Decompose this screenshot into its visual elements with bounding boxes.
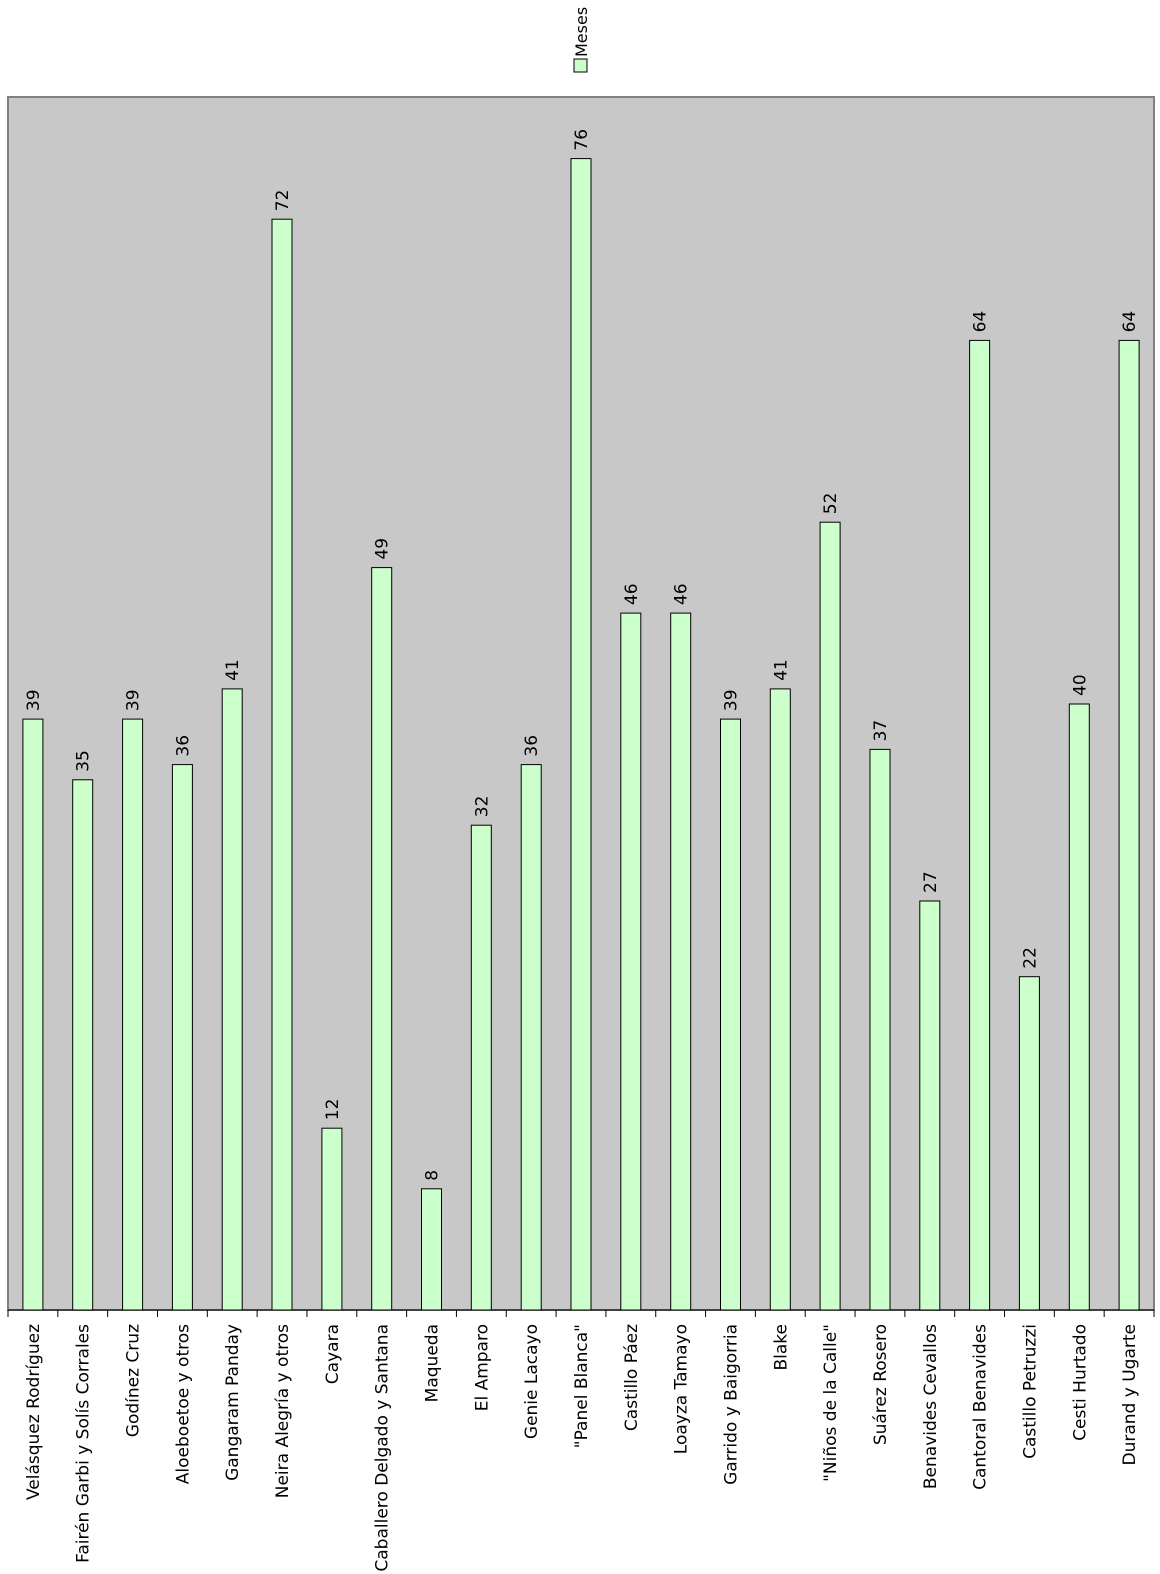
- category-label: Gangaram Panday: [223, 1324, 243, 1481]
- category-label: Blake: [771, 1324, 791, 1371]
- bar: [570, 158, 592, 1311]
- bar: [969, 339, 991, 1311]
- data-label: 39: [24, 689, 44, 711]
- bar: [470, 824, 492, 1311]
- bar: [769, 688, 791, 1311]
- legend-swatch: [573, 58, 588, 73]
- data-label: 39: [722, 689, 742, 711]
- data-label: 27: [921, 871, 941, 893]
- data-label: 39: [124, 689, 144, 711]
- bar: [221, 688, 243, 1311]
- category-label: Castillo Petruzzi: [1020, 1324, 1040, 1459]
- data-label: 40: [1070, 674, 1090, 696]
- bar: [520, 764, 542, 1311]
- bar: [919, 900, 941, 1311]
- bar: [670, 612, 692, 1311]
- category-label: Fairén Garbi y Solís Corrales: [74, 1324, 94, 1563]
- category-label: Genie Lacayo: [522, 1324, 542, 1439]
- bar: [171, 764, 193, 1311]
- data-label: 35: [74, 750, 94, 772]
- category-label: Velásquez Rodríguez: [24, 1324, 44, 1500]
- value-labels-group: 39 35 39 36 41 72 12 49 8 32 36 76 46 46 39 41 52 37 27 64 2…: [24, 129, 1140, 1181]
- category-label: Maqueda: [423, 1324, 443, 1402]
- category-label: "Niños de la Calle": [821, 1324, 841, 1482]
- data-label: 12: [323, 1099, 343, 1121]
- data-label: 36: [522, 735, 542, 757]
- category-label: Aloeboetoe y otros: [173, 1324, 193, 1484]
- bar: [1068, 703, 1090, 1311]
- bar: [122, 718, 144, 1311]
- data-label: 36: [173, 735, 193, 757]
- category-label: "Panel Blanca": [572, 1324, 592, 1448]
- bar: [271, 218, 293, 1311]
- category-label: Benavides Cevallos: [921, 1324, 941, 1489]
- legend-label: Meses: [572, 7, 591, 57]
- category-label: El Amparo: [472, 1324, 492, 1411]
- category-labels-group: Velásquez Rodríguez Fairén Garbi y Solís …: [24, 1324, 1140, 1572]
- data-label: 52: [821, 493, 841, 515]
- category-label: Godínez Cruz: [124, 1324, 144, 1437]
- data-label: 41: [771, 659, 791, 681]
- category-label: Cantoral Benavides: [971, 1324, 991, 1490]
- bar: [869, 748, 891, 1311]
- bar: [371, 567, 393, 1311]
- bar: [72, 779, 94, 1311]
- data-label: 64: [1120, 311, 1140, 333]
- data-label: 49: [373, 538, 393, 560]
- data-label: 32: [472, 796, 492, 818]
- category-label: Cesti Hurtado: [1070, 1324, 1090, 1441]
- data-label: 22: [1020, 947, 1040, 969]
- bar: [720, 718, 741, 1311]
- data-label: 46: [672, 583, 692, 605]
- legend: Meses: [572, 7, 591, 73]
- category-label: Castillo Páez: [622, 1324, 642, 1431]
- data-label: 64: [971, 311, 991, 333]
- category-label: Neira Alegría y otros: [273, 1324, 293, 1498]
- bar: [321, 1127, 343, 1311]
- category-label: Cayara: [323, 1324, 343, 1384]
- bar: [1118, 339, 1140, 1311]
- category-label: Garrido y Baigorria: [722, 1324, 742, 1485]
- category-label: Caballero Delgado y Santana: [373, 1324, 393, 1572]
- data-label: 72: [273, 190, 293, 212]
- data-label: 41: [223, 659, 243, 681]
- category-label: Durand y Ugarte: [1120, 1324, 1140, 1465]
- bar: [22, 718, 44, 1311]
- bars-group: [22, 158, 1140, 1311]
- category-label: Suárez Rosero: [871, 1324, 891, 1445]
- data-label: 46: [622, 583, 642, 605]
- category-label: Loayza Tamayo: [672, 1324, 692, 1454]
- data-label: 37: [871, 720, 891, 742]
- bar: [819, 521, 841, 1311]
- bar: [421, 1188, 442, 1311]
- data-label: 8: [423, 1170, 443, 1181]
- x-ticks-group: [7, 1310, 1155, 1317]
- bar: [620, 612, 642, 1311]
- bar: [1018, 976, 1040, 1311]
- data-label: 76: [572, 129, 592, 151]
